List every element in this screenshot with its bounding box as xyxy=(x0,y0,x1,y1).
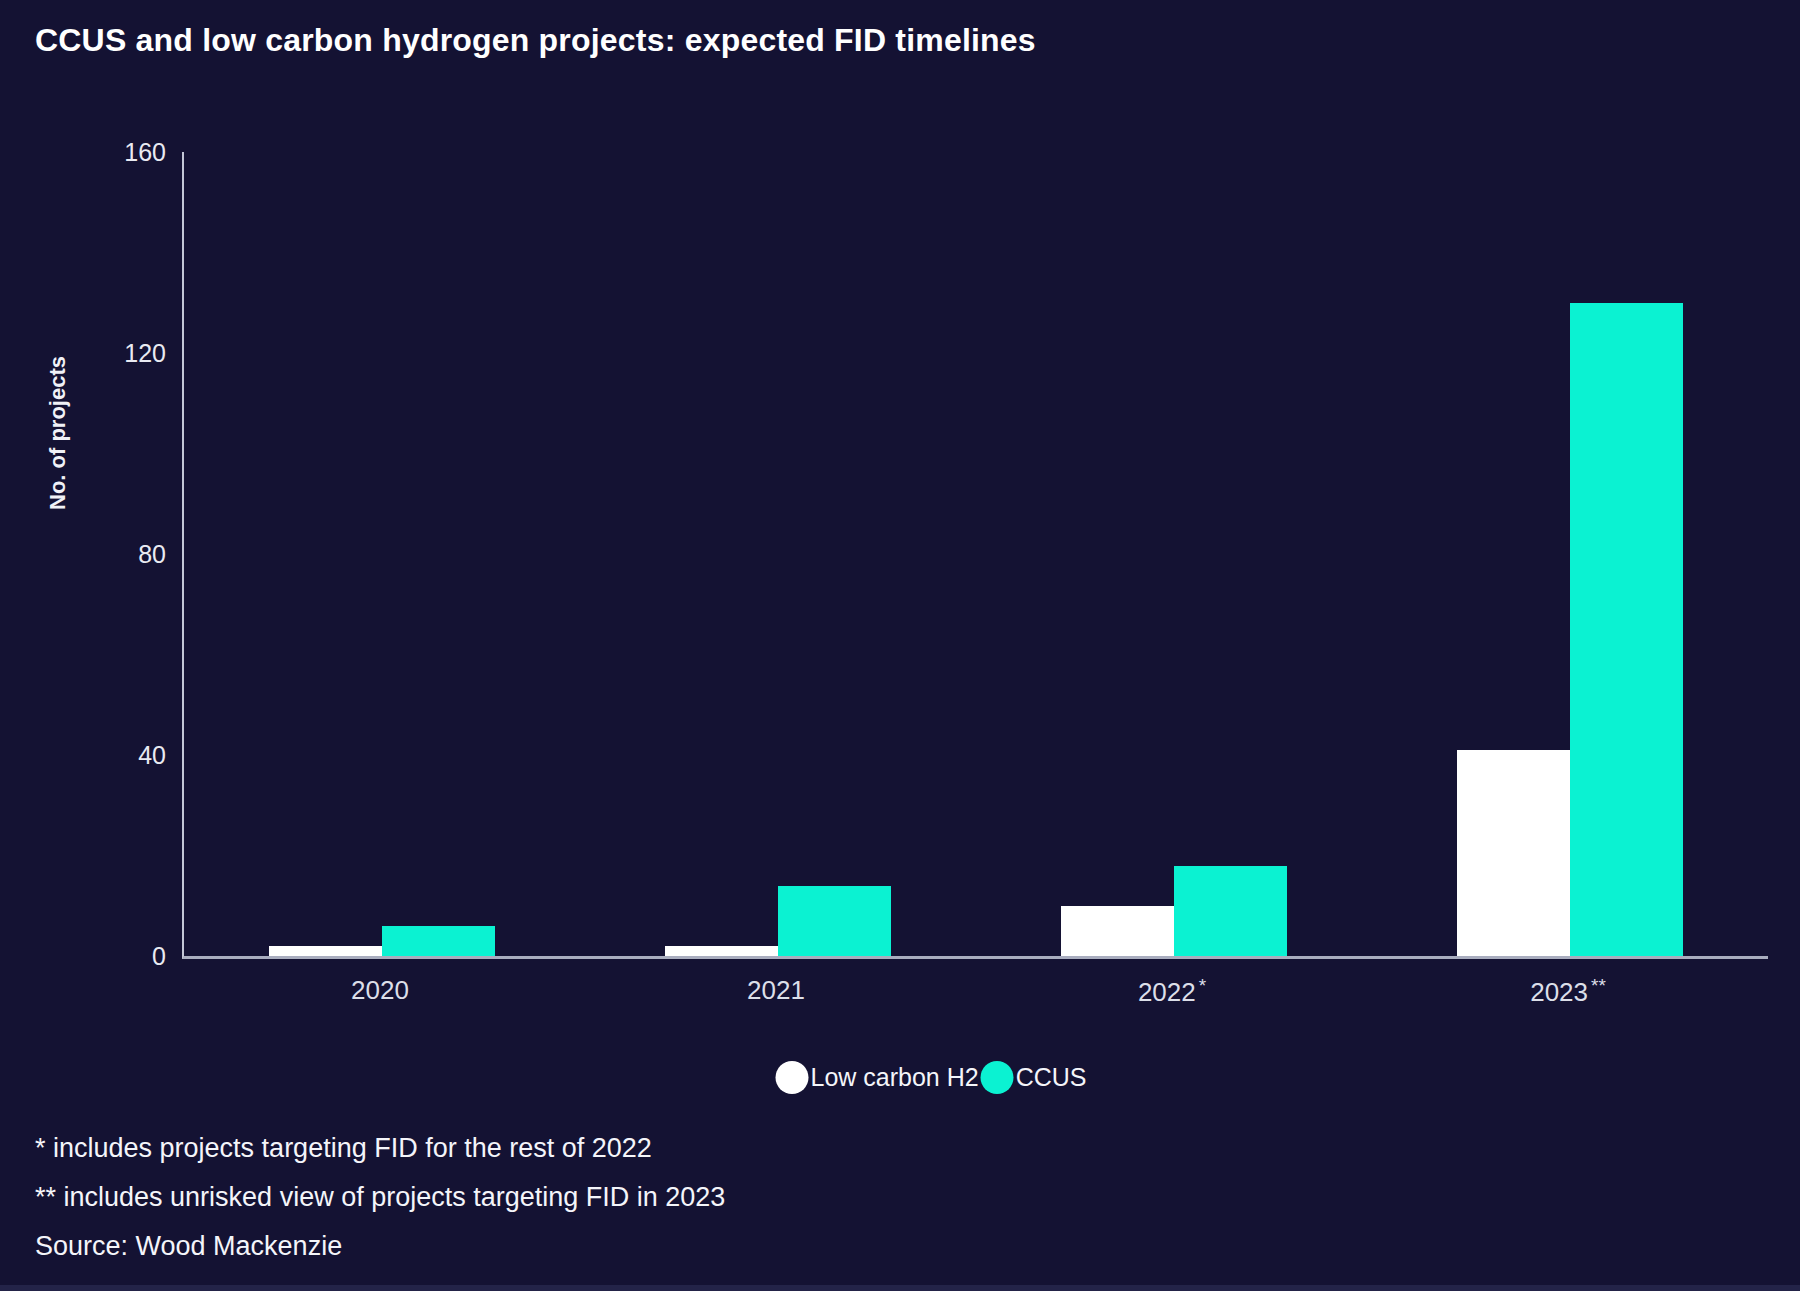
legend-item-low-carbon-h2: Low carbon H2 xyxy=(776,1061,979,1094)
x-tick-label-2023: 2023** xyxy=(1530,975,1606,1008)
source-credit: Source: Wood Mackenzie xyxy=(35,1222,725,1271)
y-axis-title: No. of projects xyxy=(45,356,71,510)
legend-label-ccus: CCUS xyxy=(1016,1063,1087,1092)
bar-low-carbon-h2-2023 xyxy=(1457,750,1570,956)
x-tick-year: 2021 xyxy=(747,975,805,1005)
plot-area xyxy=(182,152,1768,959)
y-tick-label-120: 120 xyxy=(0,340,166,366)
x-tick-asterisk-mark: * xyxy=(1199,975,1206,996)
x-tick-label-2022: 2022* xyxy=(1138,975,1206,1008)
bar-ccus-2022 xyxy=(1174,866,1287,956)
bar-low-carbon-h2-2021 xyxy=(665,946,778,956)
legend: Low carbon H2 CCUS xyxy=(776,1056,1087,1098)
x-tick-label-2020: 2020 xyxy=(351,975,409,1006)
x-tick-year: 2022 xyxy=(1138,977,1196,1007)
y-tick-label-40: 40 xyxy=(0,742,166,768)
bar-low-carbon-h2-2022 xyxy=(1061,906,1174,956)
legend-swatch-low-carbon-h2-icon xyxy=(776,1061,809,1094)
x-tick-asterisk-mark: ** xyxy=(1591,975,1606,996)
chart-canvas: CCUS and low carbon hydrogen projects: e… xyxy=(0,0,1800,1291)
bar-ccus-2023 xyxy=(1570,303,1683,956)
bar-ccus-2020 xyxy=(382,926,495,956)
y-tick-label-160: 160 xyxy=(0,139,166,165)
footnote-double-asterisk: ** includes unrisked view of projects ta… xyxy=(35,1173,725,1222)
legend-swatch-ccus-icon xyxy=(981,1061,1014,1094)
bar-low-carbon-h2-2020 xyxy=(269,946,382,956)
y-tick-label-80: 80 xyxy=(0,541,166,567)
x-tick-year: 2020 xyxy=(351,975,409,1005)
footnote-single-asterisk: * includes projects targeting FID for th… xyxy=(35,1124,725,1173)
bar-ccus-2021 xyxy=(778,886,891,956)
x-tick-label-2021: 2021 xyxy=(747,975,805,1006)
y-tick-label-0: 0 xyxy=(0,943,166,969)
x-tick-year: 2023 xyxy=(1530,977,1588,1007)
legend-label-low-carbon-h2: Low carbon H2 xyxy=(811,1063,979,1092)
bottom-strip xyxy=(0,1285,1800,1291)
chart-title: CCUS and low carbon hydrogen projects: e… xyxy=(35,22,1036,59)
legend-item-ccus: CCUS xyxy=(981,1061,1087,1094)
footnotes: * includes projects targeting FID for th… xyxy=(35,1124,725,1271)
